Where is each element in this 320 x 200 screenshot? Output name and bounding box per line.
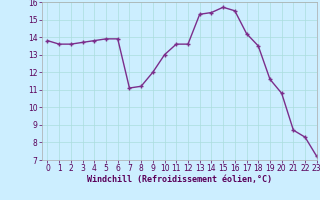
X-axis label: Windchill (Refroidissement éolien,°C): Windchill (Refroidissement éolien,°C) bbox=[87, 175, 272, 184]
